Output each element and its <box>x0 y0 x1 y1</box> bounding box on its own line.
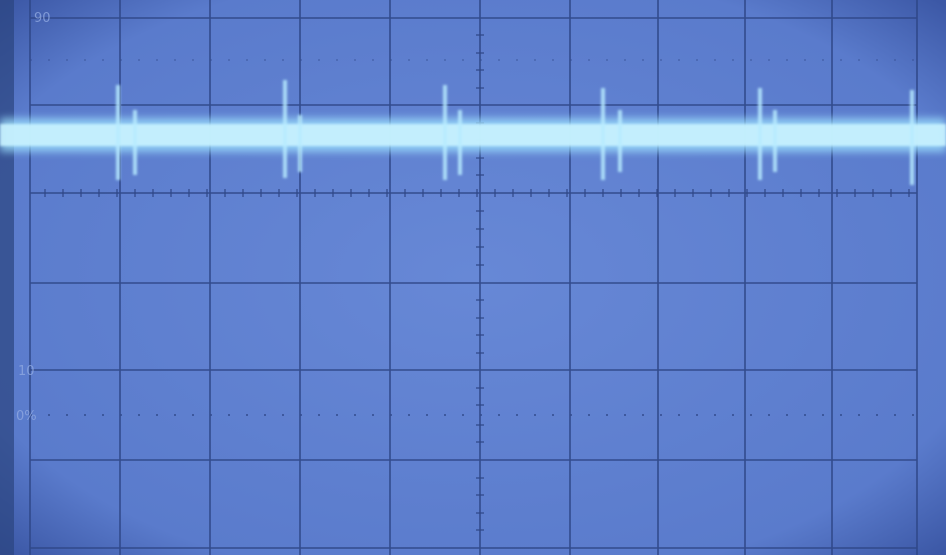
graticule-label: 90 <box>34 11 51 26</box>
trace <box>0 80 946 185</box>
trace-core <box>0 124 946 146</box>
trace-spikes <box>116 80 914 185</box>
left-edge <box>0 0 14 555</box>
minor-ticks-horizontal <box>30 189 917 197</box>
graticule-label: 10 <box>18 364 35 379</box>
graticule-label: 0% <box>16 409 37 424</box>
